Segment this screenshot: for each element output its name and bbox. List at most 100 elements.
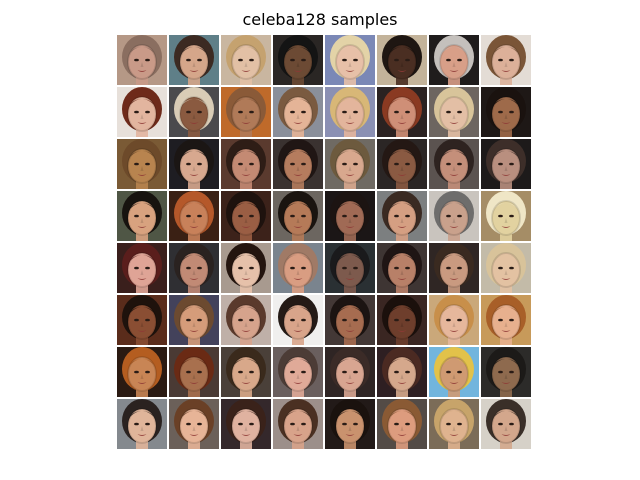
face-sample-image [377, 243, 427, 293]
face-sample-image [429, 295, 479, 345]
face-sample-image [221, 87, 271, 137]
face-portrait [325, 191, 375, 241]
face-sample-image [377, 87, 427, 137]
face-portrait [377, 347, 427, 397]
face-sample-image [429, 35, 479, 85]
face-sample-image [429, 87, 479, 137]
face-sample-image [481, 35, 531, 85]
face-sample-image [273, 347, 323, 397]
face-portrait [481, 347, 531, 397]
face-portrait [169, 243, 219, 293]
face-sample-image [377, 295, 427, 345]
face-sample-image [221, 35, 271, 85]
face-portrait [429, 87, 479, 137]
face-portrait [481, 35, 531, 85]
face-portrait [117, 191, 167, 241]
face-portrait [117, 399, 167, 449]
face-sample-image [117, 243, 167, 293]
face-portrait [377, 191, 427, 241]
face-sample-image [117, 347, 167, 397]
face-portrait [429, 35, 479, 85]
face-portrait [429, 191, 479, 241]
face-sample-image [325, 295, 375, 345]
face-portrait [377, 399, 427, 449]
face-sample-image [117, 87, 167, 137]
face-sample-image [221, 295, 271, 345]
face-sample-image [429, 347, 479, 397]
face-sample-image [481, 139, 531, 189]
face-sample-image [273, 243, 323, 293]
face-portrait [273, 243, 323, 293]
face-portrait [221, 243, 271, 293]
face-portrait [481, 295, 531, 345]
face-sample-image [325, 35, 375, 85]
face-sample-image [221, 347, 271, 397]
face-portrait [273, 35, 323, 85]
face-sample-image [429, 139, 479, 189]
face-portrait [169, 295, 219, 345]
face-sample-image [273, 139, 323, 189]
face-portrait [325, 295, 375, 345]
face-portrait [117, 35, 167, 85]
face-sample-image [377, 191, 427, 241]
face-sample-image [325, 191, 375, 241]
face-sample-image [481, 191, 531, 241]
face-portrait [273, 295, 323, 345]
face-sample-image [169, 87, 219, 137]
face-portrait [273, 191, 323, 241]
face-portrait [481, 399, 531, 449]
face-sample-image [377, 139, 427, 189]
face-sample-image [273, 35, 323, 85]
face-sample-image [273, 87, 323, 137]
face-sample-image [169, 191, 219, 241]
face-portrait [377, 87, 427, 137]
face-sample-image [377, 347, 427, 397]
face-portrait [481, 191, 531, 241]
face-sample-image [117, 295, 167, 345]
face-portrait [169, 347, 219, 397]
face-sample-image [429, 243, 479, 293]
face-portrait [325, 347, 375, 397]
face-sample-image [221, 191, 271, 241]
face-portrait [325, 139, 375, 189]
face-portrait [169, 191, 219, 241]
face-portrait [481, 87, 531, 137]
face-sample-image [325, 399, 375, 449]
face-sample-image [377, 399, 427, 449]
face-portrait [273, 139, 323, 189]
face-sample-image [481, 295, 531, 345]
face-portrait [325, 243, 375, 293]
face-portrait [429, 399, 479, 449]
face-sample-image [117, 139, 167, 189]
face-portrait [429, 243, 479, 293]
face-sample-image [325, 87, 375, 137]
face-portrait [221, 347, 271, 397]
face-portrait [169, 139, 219, 189]
face-portrait [377, 243, 427, 293]
figure-title: celeba128 samples [242, 10, 398, 29]
face-sample-image [429, 399, 479, 449]
face-sample-image [481, 399, 531, 449]
face-sample-image [221, 243, 271, 293]
face-sample-image [169, 243, 219, 293]
face-sample-image [221, 399, 271, 449]
face-portrait [481, 243, 531, 293]
face-sample-image [169, 139, 219, 189]
face-sample-image [481, 347, 531, 397]
face-sample-image [169, 35, 219, 85]
face-sample-image [221, 139, 271, 189]
face-sample-image [325, 139, 375, 189]
face-sample-image [325, 243, 375, 293]
face-portrait [117, 243, 167, 293]
face-sample-image [377, 35, 427, 85]
face-portrait [377, 139, 427, 189]
face-portrait [117, 295, 167, 345]
face-sample-image [117, 399, 167, 449]
face-sample-image [273, 295, 323, 345]
face-portrait [221, 139, 271, 189]
face-portrait [169, 35, 219, 85]
face-sample-image [481, 243, 531, 293]
face-portrait [429, 139, 479, 189]
face-sample-image [169, 347, 219, 397]
face-portrait [117, 347, 167, 397]
